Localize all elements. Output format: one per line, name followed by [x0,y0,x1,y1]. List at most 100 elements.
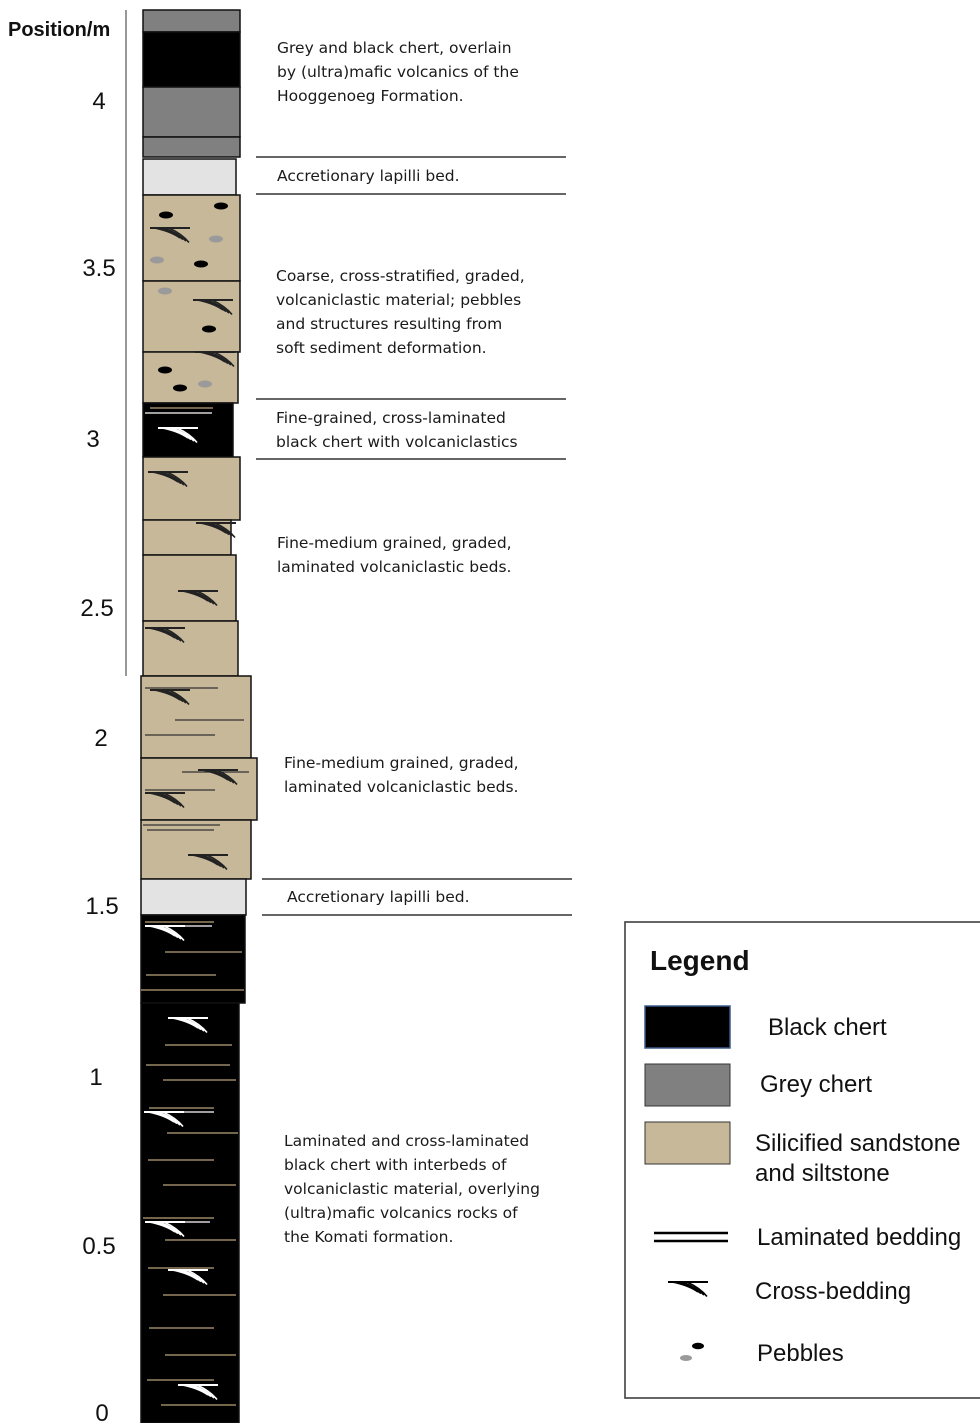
legend-label: Laminated bedding [757,1224,961,1251]
lapilli-bed [140,878,247,916]
cross-bedding-symbol [168,1017,208,1034]
bed-column [140,9,258,1423]
cross-bedding-symbol [145,627,185,644]
pebble [158,287,172,295]
description-line: volcaniclastic material; pebbles [276,291,521,309]
interval-description: Grey and black chert, overlain by (ultra)… [277,39,519,105]
interval-description: Fine-grained, cross-laminated black chert… [276,409,518,451]
tick-label: 3.5 [82,255,115,282]
description-line: Accretionary lapilli bed. [287,888,470,906]
grey-chert-bed [142,136,241,158]
description-line: and structures resulting from [276,315,502,333]
position-axis: Position/m 4 3.5 3 2.5 2 1.5 1 0.5 0 [8,10,127,1423]
description-line: laminated volcaniclastic beds. [277,558,511,576]
description-line: Fine-grained, cross-laminated [276,409,506,427]
pebble [214,202,228,210]
axis-title: Position/m [8,19,110,41]
cross-bedding-symbol [168,1269,208,1286]
description-line: the Komati formation. [284,1228,453,1246]
cross-bedding-icon [668,1281,708,1298]
pebble [194,260,208,268]
grey-chert-bed [142,86,241,138]
cross-bedding-symbol [145,925,185,942]
pebble [202,325,216,333]
interval-description: Laminated and cross-laminated black chert… [284,1132,540,1246]
pebble [173,384,187,392]
pebble [198,380,212,388]
cross-bedding-symbol [195,351,235,368]
tick-label: 0.5 [82,1233,115,1260]
pebble [150,256,164,264]
sandstone-bed [140,675,252,759]
cross-bedding-symbol [198,769,238,786]
description-line: laminated volcaniclastic beds. [284,778,518,796]
interval-description: Fine-medium grained, graded, laminated vo… [277,534,512,576]
cross-bedding-symbol [144,1111,184,1128]
bed-structures [141,202,249,1406]
black-chert-swatch [644,1005,731,1049]
legend-label: Cross-bedding [755,1278,911,1305]
interval-description: Fine-medium grained, graded, laminated vo… [284,754,519,796]
tick-label: 3 [86,426,99,453]
legend-label: and siltstone [755,1160,890,1187]
black-chert-bed [140,914,246,1004]
sandstone-bed [142,280,241,353]
tick-label: 0 [95,1400,108,1423]
legend-label: Silicified sandstone [755,1130,960,1157]
description-line: (ultra)mafic volcanics rocks of [284,1204,518,1222]
description-line: Coarse, cross-stratified, graded, [276,267,525,285]
pebbles-icon [680,1342,704,1361]
black-chert-bed [140,1002,240,1423]
description-line: Accretionary lapilli bed. [277,167,460,185]
cross-bedding-symbol [145,792,185,809]
sandstone-bed [142,456,241,521]
legend-label: Grey chert [760,1071,872,1098]
cross-bedding-symbol [188,854,228,871]
tick-label: 2.5 [80,595,113,622]
interval-description: Coarse, cross-stratified, graded, volcani… [276,267,525,357]
lapilli-bed [142,158,237,196]
tick-label: 1.5 [85,893,118,920]
cross-bedding-symbol [158,427,198,444]
cross-bedding-symbol [178,590,218,607]
sandstone-bed [142,554,237,622]
interval-description: Accretionary lapilli bed. [277,167,460,185]
pebble [158,366,172,374]
interval-description: Accretionary lapilli bed. [287,888,470,906]
legend-title: Legend [650,945,750,976]
cross-bedding-symbol [145,1221,185,1238]
description-line: black chert with interbeds of [284,1156,507,1174]
cross-bedding-glyph [668,1281,708,1298]
laminated-bedding-icon [654,1231,728,1243]
cross-bedding-symbol [178,1384,218,1401]
tick-label: 4 [92,88,105,115]
black-chert-bed [142,402,234,458]
sandstone-bed [142,620,239,677]
legend-label: Pebbles [757,1340,844,1367]
sandstone-bed [140,819,252,880]
legend-label: Black chert [768,1014,887,1041]
interval-descriptions: Grey and black chert, overlain by (ultra)… [276,39,540,1246]
description-line: Hooggenoeg Formation. [277,87,464,105]
cross-bedding-symbol [148,471,188,488]
description-line: Fine-medium grained, graded, [284,754,519,772]
cross-bedding-symbol [150,227,190,244]
legend: Legend Black chert Grey chert Silicified… [624,921,980,1399]
description-line: black chert with volcaniclastics [276,433,518,451]
tick-label: 2 [94,725,107,752]
description-line: volcaniclastic material, overlying [284,1180,540,1198]
description-line: by (ultra)mafic volcanics of the [277,63,519,81]
description-line: Grey and black chert, overlain [277,39,512,57]
pebble [159,211,173,219]
black-chert-bed [142,31,241,88]
cross-bedding-symbol [196,522,236,539]
description-line: soft sediment deformation. [276,339,487,357]
interval-dividers [256,156,572,916]
sandstone-bed [140,757,258,821]
sandstone-swatch [644,1121,731,1165]
pebble [209,235,223,243]
tick-label: 1 [89,1064,102,1091]
grey-chert-bed [142,9,241,33]
description-line: Fine-medium grained, graded, [277,534,512,552]
